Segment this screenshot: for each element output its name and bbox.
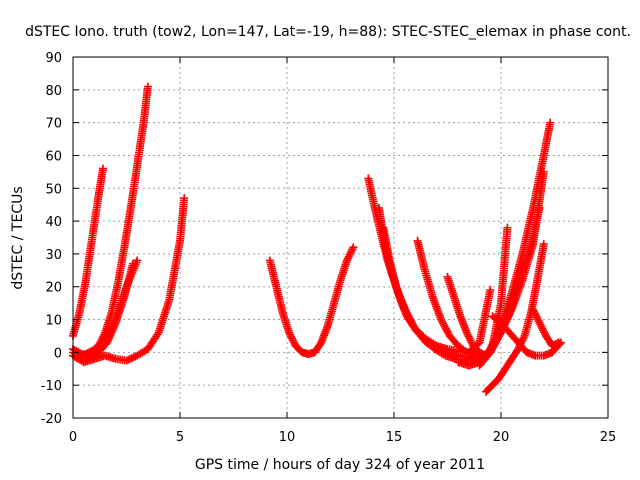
data-series <box>475 167 548 370</box>
data-point <box>129 353 138 362</box>
data-point <box>126 354 135 363</box>
x-tick-label: 20 <box>493 430 510 445</box>
y-tick-label: 60 <box>45 149 62 164</box>
data-points <box>69 82 565 396</box>
x-tick-label: 5 <box>176 430 184 445</box>
data-series <box>69 164 107 340</box>
y-tick-label: -20 <box>41 412 62 427</box>
data-series <box>443 223 512 360</box>
y-tick-label: 0 <box>54 346 62 361</box>
data-series <box>488 312 565 360</box>
x-tick-label: 0 <box>69 430 77 445</box>
data-point <box>554 338 563 347</box>
data-series <box>364 174 495 357</box>
data-point <box>180 194 189 203</box>
y-axis-title: dSTEC / TECUs <box>10 186 26 289</box>
chart-title: dSTEC Iono. truth (tow2, Lon=147, Lat=-1… <box>25 24 631 40</box>
data-point <box>439 350 448 359</box>
data-point <box>546 118 555 127</box>
data-point <box>98 164 107 173</box>
data-series <box>379 223 471 365</box>
y-tick-label: 90 <box>45 51 62 66</box>
data-point <box>153 330 162 339</box>
data-series <box>482 240 548 396</box>
data-point <box>124 355 133 364</box>
data-point <box>133 256 142 265</box>
y-tick-label: -10 <box>41 379 62 394</box>
data-series <box>454 118 555 370</box>
data-point <box>486 286 495 295</box>
data-series <box>265 243 358 359</box>
plot-frame <box>72 56 609 419</box>
data-series <box>69 259 137 360</box>
x-tick-label: 15 <box>386 430 403 445</box>
y-tick-label: 70 <box>45 117 62 132</box>
axis-ticks: 0 5 10 15 20 25 -20 -10 0 10 20 30 40 50 60 70 80 90 <box>41 51 617 445</box>
y-tick-label: 10 <box>45 314 62 329</box>
data-point <box>127 354 136 363</box>
data-point <box>122 356 131 365</box>
data-series <box>69 194 189 367</box>
data-point <box>496 330 505 339</box>
data-point <box>539 167 548 176</box>
data-point <box>143 82 152 91</box>
x-tick-label: 10 <box>279 430 296 445</box>
data-point <box>349 243 358 252</box>
data-point <box>553 339 562 348</box>
y-tick-label: 20 <box>45 281 62 296</box>
data-point <box>75 349 84 358</box>
x-tick-label: 25 <box>600 430 617 445</box>
x-axis-title: GPS time / hours of day 324 of year 2011 <box>195 457 485 473</box>
data-series <box>529 305 563 350</box>
y-tick-label: 50 <box>45 182 62 197</box>
data-point <box>128 259 137 268</box>
y-tick-label: 30 <box>45 248 62 263</box>
data-point <box>503 223 512 232</box>
data-point <box>539 240 548 249</box>
y-tick-label: 80 <box>45 84 62 99</box>
y-tick-label: 40 <box>45 215 62 230</box>
